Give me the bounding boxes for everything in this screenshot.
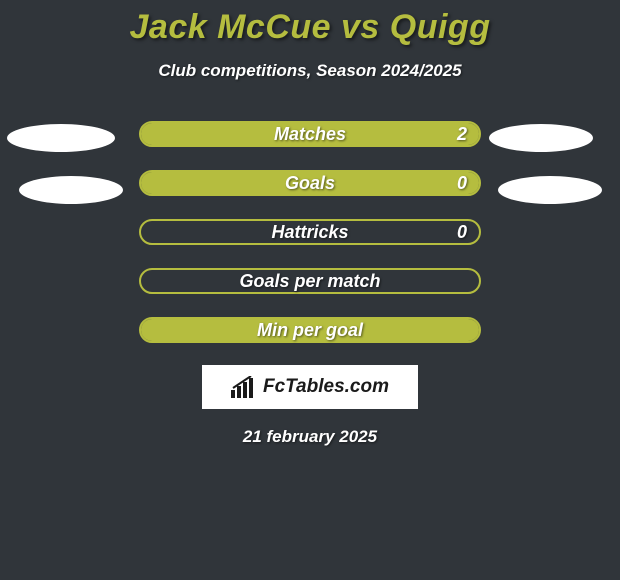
stat-row: Goals per match xyxy=(139,268,481,294)
decorative-ellipse xyxy=(7,124,115,152)
bar-label: Hattricks xyxy=(139,219,481,245)
bar-label: Goals xyxy=(139,170,481,196)
chart-bars-icon xyxy=(231,376,257,398)
bar-label: Matches xyxy=(139,121,481,147)
decorative-ellipse xyxy=(19,176,123,204)
stat-rows: Matches2Goals0Hattricks0Goals per matchM… xyxy=(0,121,620,343)
bar-value: 2 xyxy=(457,121,467,147)
stat-row: Matches2 xyxy=(139,121,481,147)
stat-row: Min per goal xyxy=(139,317,481,343)
page-title: Jack McCue vs Quigg xyxy=(0,0,620,47)
decorative-ellipse xyxy=(498,176,602,204)
subtitle: Club competitions, Season 2024/2025 xyxy=(0,61,620,81)
decorative-ellipse xyxy=(489,124,593,152)
bar-value: 0 xyxy=(457,170,467,196)
date-label: 21 february 2025 xyxy=(0,427,620,447)
logo-box: FcTables.com xyxy=(202,365,418,409)
logo-text: FcTables.com xyxy=(263,376,389,398)
bar-value: 0 xyxy=(457,219,467,245)
bar-label: Goals per match xyxy=(139,268,481,294)
bar-label: Min per goal xyxy=(139,317,481,343)
stat-row: Goals0 xyxy=(139,170,481,196)
stat-row: Hattricks0 xyxy=(139,219,481,245)
